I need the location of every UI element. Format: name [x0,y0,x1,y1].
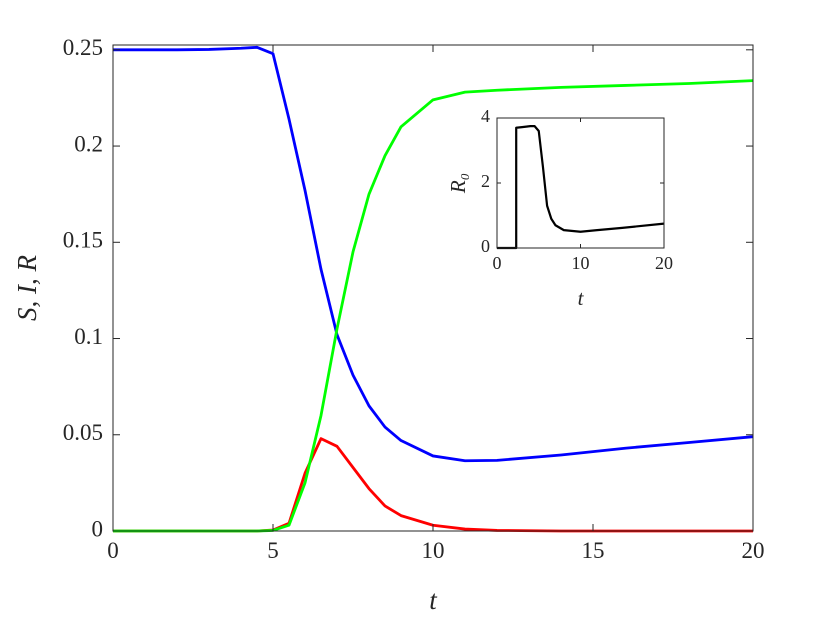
y-tick-label: 0.15 [63,228,103,253]
y-tick-label: 0 [92,516,104,541]
series-line [113,45,754,463]
y-axis-label: S, I, R [12,255,42,321]
y-tick-label: 0.25 [63,35,103,60]
x-tick-label: 0 [493,253,502,273]
y-tick-label: 0.2 [74,131,103,156]
x-axis-label: t [429,585,438,615]
y-axis-label: R₀ [446,173,470,194]
y-tick-label: 0.1 [74,324,103,349]
x-tick-label: 0 [107,538,119,563]
y-tick-label: 0 [481,236,490,256]
series-line [113,437,753,533]
x-axis-label: t [578,286,585,310]
x-tick-label: 20 [655,253,673,273]
inset-background [497,118,664,248]
x-tick-label: 15 [582,538,605,563]
y-tick-label: 2 [481,171,490,191]
x-tick-label: 20 [742,538,765,563]
y-tick-label: 0.05 [63,420,103,445]
y-tick-label: 4 [481,106,490,126]
series-line [497,125,665,250]
x-tick-label: 10 [572,253,590,273]
x-tick-label: 5 [267,538,279,563]
x-tick-label: 10 [422,538,445,563]
